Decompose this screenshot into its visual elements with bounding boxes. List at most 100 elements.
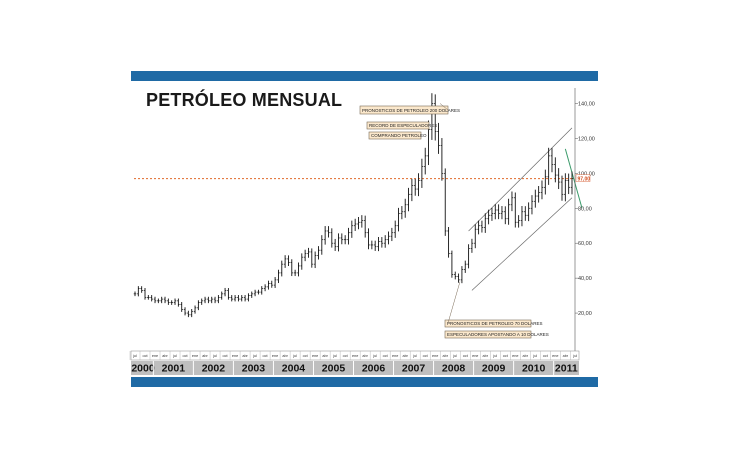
y-tick-label: 20,00 bbox=[578, 311, 592, 317]
price-bar bbox=[307, 247, 310, 258]
price-bar bbox=[150, 295, 153, 302]
price-bar bbox=[183, 307, 187, 316]
price-bar bbox=[180, 302, 184, 312]
month-tick-label: abr bbox=[563, 354, 569, 358]
price-bar bbox=[153, 296, 157, 304]
month-tick-label: oct bbox=[543, 354, 549, 358]
year-label: 2010 bbox=[522, 363, 546, 375]
price-bar bbox=[400, 206, 404, 220]
year-label: 2006 bbox=[362, 363, 386, 375]
price-bar bbox=[327, 226, 330, 238]
y-tick-label: 120,00 bbox=[578, 136, 595, 142]
month-tick-label: ene bbox=[512, 354, 518, 358]
month-tick-label: jul bbox=[572, 354, 577, 358]
price-bar bbox=[290, 259, 294, 277]
price-bar bbox=[560, 175, 564, 201]
bottom-accent-band bbox=[131, 377, 598, 387]
price-bar bbox=[554, 157, 557, 183]
price-bar bbox=[353, 218, 357, 231]
month-tick-label: abr bbox=[282, 354, 288, 358]
month-tick-label: ene bbox=[192, 354, 198, 358]
price-bar bbox=[530, 195, 534, 215]
price-bar bbox=[343, 235, 347, 245]
price-bar bbox=[410, 178, 414, 202]
month-tick-label: abr bbox=[402, 354, 408, 358]
price-bar bbox=[217, 295, 220, 304]
month-tick-label: ene bbox=[352, 354, 358, 358]
price-bar bbox=[544, 169, 547, 195]
price-bar bbox=[487, 209, 490, 225]
price-bar bbox=[227, 288, 230, 300]
price-bar bbox=[370, 240, 374, 250]
month-tick-label: jul bbox=[412, 354, 417, 358]
price-bar bbox=[133, 291, 137, 297]
top-accent-band bbox=[131, 71, 598, 81]
month-tick-label: ene bbox=[432, 354, 438, 358]
price-bar bbox=[550, 148, 554, 173]
month-tick-label: jul bbox=[532, 354, 537, 358]
price-bar bbox=[167, 298, 170, 305]
price-bar bbox=[520, 206, 524, 227]
annotation-box: PRONOSTICOS DE PETROLEO 70 DOLARES bbox=[444, 319, 543, 328]
price-bar bbox=[170, 300, 173, 305]
price-bar bbox=[287, 255, 290, 267]
year-label: 2007 bbox=[402, 363, 426, 375]
annotation-box: RECORD DE ESPECULADORES bbox=[366, 121, 437, 130]
channel-lower-line bbox=[471, 197, 573, 291]
year-label: 2000 bbox=[131, 363, 155, 375]
month-tick-label: abr bbox=[242, 354, 248, 358]
price-bar bbox=[260, 286, 264, 295]
price-bar bbox=[273, 277, 277, 288]
month-tick-label: oct bbox=[463, 354, 469, 358]
annotation-label: COMPRANDO PETROLEO bbox=[371, 133, 427, 138]
price-bar bbox=[403, 198, 407, 218]
price-bar bbox=[564, 173, 567, 202]
y-axis: 20,00 40,00 60,00 80,00 100,00 120,00 140,00 97… bbox=[574, 88, 595, 352]
y-tick-label: 80,00 bbox=[578, 206, 592, 212]
month-tick-label: ene bbox=[552, 354, 558, 358]
month-tick-label: abr bbox=[523, 354, 529, 358]
price-bar bbox=[197, 300, 200, 311]
price-bar bbox=[337, 233, 340, 252]
price-bar bbox=[357, 216, 360, 230]
month-tick-label: ene bbox=[472, 354, 478, 358]
price-bar bbox=[267, 280, 270, 290]
price-bar bbox=[480, 220, 484, 233]
month-tick-label: jul bbox=[172, 354, 177, 358]
price-bar bbox=[230, 295, 234, 302]
month-tick-label: jul bbox=[332, 354, 337, 358]
annotation-background bbox=[368, 131, 422, 140]
price-bar bbox=[570, 171, 574, 195]
annotation-pointer bbox=[447, 281, 461, 324]
month-tick-label: oct bbox=[383, 354, 389, 358]
month-tick-label: abr bbox=[362, 354, 368, 358]
price-bar bbox=[213, 296, 217, 304]
price-bar bbox=[500, 206, 504, 220]
price-bar bbox=[270, 280, 274, 288]
month-tick-label: oct bbox=[223, 354, 229, 358]
price-bar bbox=[137, 286, 140, 297]
price-bar bbox=[527, 202, 530, 222]
price-bar bbox=[163, 296, 167, 304]
year-label: 2011 bbox=[555, 363, 578, 375]
price-bar bbox=[397, 207, 400, 232]
price-bar bbox=[223, 287, 227, 297]
price-bar bbox=[330, 228, 334, 248]
price-bar bbox=[420, 158, 424, 188]
price-bar bbox=[540, 180, 544, 200]
price-bar bbox=[470, 238, 474, 253]
month-tick-label: jul bbox=[252, 354, 257, 358]
price-bar bbox=[547, 147, 550, 185]
price-bar bbox=[513, 192, 517, 228]
price-bar bbox=[297, 262, 300, 277]
price-bar bbox=[497, 204, 500, 220]
annotation-background bbox=[444, 330, 532, 339]
chart-title: PETRÓLEO MENSUAL bbox=[146, 89, 342, 110]
price-bars bbox=[133, 93, 574, 318]
price-bar bbox=[490, 207, 494, 221]
price-bar bbox=[473, 224, 477, 249]
price-bar bbox=[323, 226, 327, 245]
price-bar bbox=[367, 228, 370, 250]
price-bar bbox=[303, 249, 307, 262]
